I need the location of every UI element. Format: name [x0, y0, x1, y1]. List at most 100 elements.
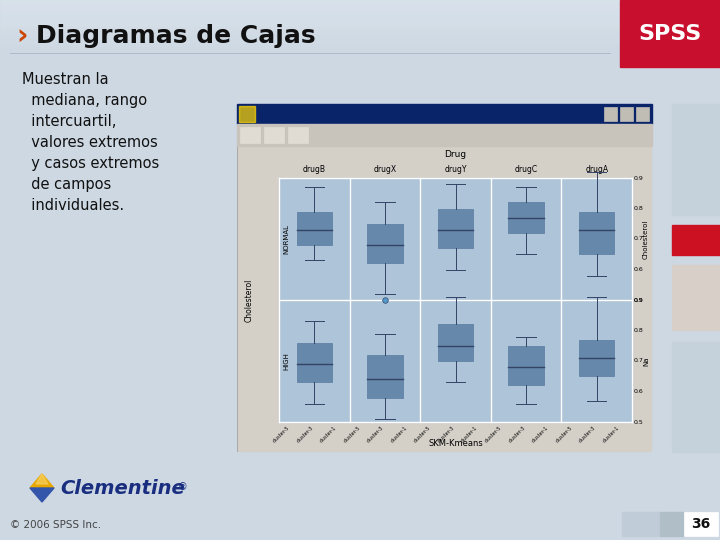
Bar [0, 40, 720, 41]
Text: NORMAL: NORMAL [283, 224, 289, 254]
Text: cluster-3: cluster-3 [508, 425, 526, 444]
Bar [0, 14, 720, 15]
Bar [0, 28, 720, 29]
Bar [0, 52, 720, 53]
Text: HIGH: HIGH [283, 352, 289, 370]
Text: Cholesterol: Cholesterol [245, 278, 253, 322]
Bar [0, 29, 720, 30]
Bar [0, 1, 720, 2]
Bar [0, 58, 720, 59]
Bar [0, 37, 720, 38]
Bar [0, 15, 720, 16]
Bar [237, 124, 652, 146]
Text: SPSS: SPSS [639, 24, 701, 44]
Text: cluster-3: cluster-3 [296, 425, 315, 444]
Bar [0, 3, 720, 4]
Bar [0, 38, 720, 39]
Bar [0, 22, 720, 23]
Text: cluster-3: cluster-3 [366, 425, 385, 444]
Bar [237, 104, 652, 124]
Text: drugY: drugY [444, 165, 467, 174]
Bar [297, 343, 332, 382]
Bar [0, 57, 720, 58]
Text: intercuartil,: intercuartil, [22, 114, 117, 129]
Text: cluster-3: cluster-3 [578, 425, 597, 444]
Bar [0, 18, 720, 19]
Bar [0, 6, 720, 7]
Text: 0.5: 0.5 [634, 420, 644, 424]
Bar [0, 25, 720, 26]
Bar [0, 23, 720, 24]
Bar [0, 51, 720, 52]
Bar [240, 127, 260, 143]
Bar [684, 512, 718, 536]
Bar [579, 340, 614, 376]
Text: Drug: Drug [444, 151, 467, 159]
Bar [0, 35, 720, 36]
Text: mediana, rango: mediana, rango [22, 93, 147, 108]
Bar [0, 56, 720, 57]
Bar [0, 31, 720, 32]
Bar [0, 16, 720, 17]
Bar [0, 12, 720, 13]
Bar [672, 342, 720, 452]
Bar [0, 2, 720, 3]
Bar [0, 10, 720, 11]
Text: cluster-5: cluster-5 [413, 425, 432, 444]
Text: individuales.: individuales. [22, 198, 124, 213]
Bar [672, 104, 720, 215]
Text: ›: › [17, 22, 28, 50]
Text: ®: ® [178, 482, 188, 492]
Bar [0, 20, 720, 21]
Bar [0, 46, 720, 47]
Bar [0, 54, 720, 55]
Bar [0, 26, 720, 27]
Bar [0, 8, 720, 9]
Bar [297, 212, 332, 245]
Text: © 2006 SPSS Inc.: © 2006 SPSS Inc. [10, 520, 101, 530]
Text: cluster-1: cluster-1 [602, 425, 620, 444]
Bar [238, 105, 651, 451]
Bar [0, 27, 720, 28]
Text: drugA: drugA [585, 165, 608, 174]
Bar [0, 17, 720, 18]
Bar [0, 21, 720, 22]
Bar [237, 104, 652, 452]
Bar [0, 55, 720, 56]
Bar [0, 9, 720, 10]
Polygon shape [30, 488, 54, 502]
Bar [367, 355, 402, 397]
Polygon shape [36, 474, 48, 484]
Text: de campos: de campos [22, 177, 112, 192]
Bar [0, 34, 720, 35]
Text: 0.6: 0.6 [634, 389, 644, 394]
Bar [438, 208, 473, 248]
Bar [0, 48, 720, 49]
Text: 0.5: 0.5 [634, 298, 644, 302]
Bar [0, 24, 720, 25]
Text: 0.6: 0.6 [634, 267, 644, 272]
Text: cluster-3: cluster-3 [437, 425, 456, 444]
Bar [239, 106, 255, 122]
Text: Diagramas de Cajas: Diagramas de Cajas [36, 24, 315, 48]
Bar [0, 32, 720, 33]
Text: cluster-5: cluster-5 [343, 425, 361, 444]
Bar [0, 36, 720, 37]
Text: y casos extremos: y casos extremos [22, 156, 159, 171]
Bar [367, 224, 402, 264]
Bar [0, 11, 720, 12]
Text: 0.9: 0.9 [634, 298, 644, 302]
Bar [279, 178, 632, 422]
Bar [620, 0, 720, 67]
Bar [672, 265, 720, 330]
Bar [0, 49, 720, 50]
Text: cluster-1: cluster-1 [460, 425, 479, 444]
Bar [0, 43, 720, 44]
Text: SKM-Kmeans: SKM-Kmeans [428, 439, 483, 448]
Bar [604, 107, 617, 121]
Bar [0, 5, 720, 6]
Bar [0, 45, 720, 46]
Text: 0.7: 0.7 [634, 359, 644, 363]
Text: Muestran la: Muestran la [22, 72, 109, 87]
Bar [0, 42, 720, 43]
